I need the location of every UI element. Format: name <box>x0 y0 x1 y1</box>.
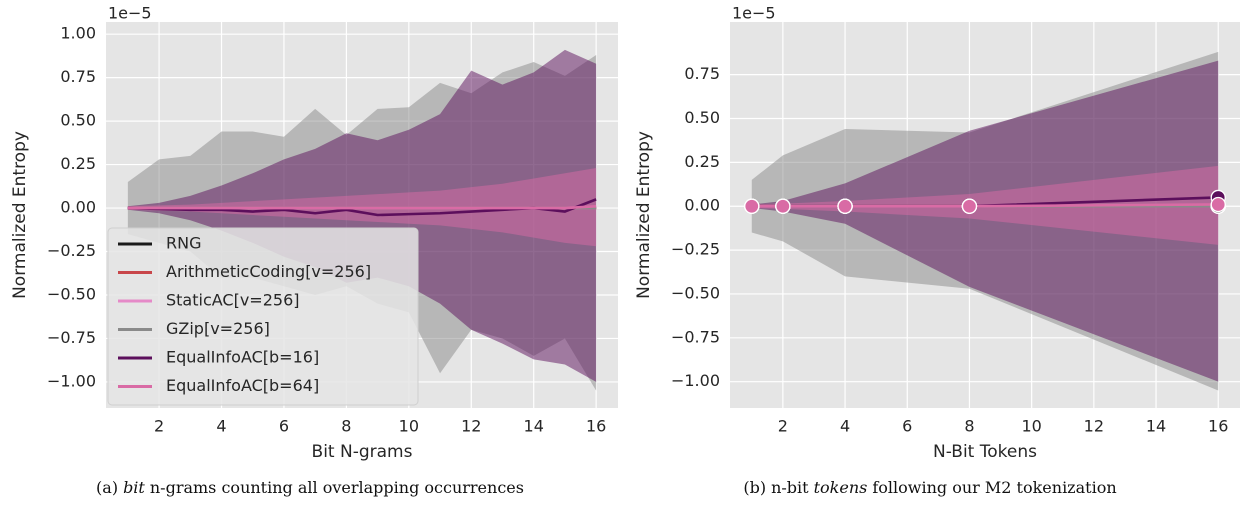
x-tick-label: 8 <box>964 417 974 436</box>
x-tick-label: 6 <box>279 417 289 436</box>
caption-part: bit <box>123 478 145 497</box>
x-tick-label: 16 <box>1208 417 1228 436</box>
series-line <box>127 205 597 210</box>
x-tick-label: 14 <box>524 417 544 436</box>
caption: (b) n-bit tokens following our M2 tokenizat… <box>743 478 1116 497</box>
caption-part: (a) <box>96 478 118 497</box>
caption-part: n-grams counting all overlapping occurre… <box>150 478 524 497</box>
y-tick-label: −0.50 <box>47 284 96 303</box>
caption-part: (b) <box>743 478 766 497</box>
plot-area <box>127 49 597 391</box>
y-tick-label: −0.50 <box>671 283 720 302</box>
plot: 2 4 6 8 10 12 14 16 0.75 0.50 0.25 0.00 −0.25 −0.50 −0… <box>634 4 1240 497</box>
y-axis-label: Normalized Entropy <box>10 131 30 299</box>
y-tick-label: 0.50 <box>60 111 96 130</box>
y-tick-label: −0.25 <box>671 240 720 259</box>
axis-offset: 1e−5 <box>108 4 152 23</box>
caption-part: n-bit <box>771 478 809 497</box>
marker <box>837 198 853 214</box>
x-tick-label: 4 <box>840 417 850 436</box>
x-tick-label: 12 <box>461 417 481 436</box>
x-tick-label: 12 <box>1084 417 1104 436</box>
y-tick-label: 0.00 <box>60 198 96 217</box>
x-tick-label: 10 <box>399 417 419 436</box>
marker <box>744 198 760 214</box>
legend-label: ArithmeticCoding[v=256] <box>166 262 371 281</box>
y-tick-label: 0.25 <box>684 152 720 171</box>
legend-box <box>107 227 419 406</box>
x-axis-label: N-Bit Tokens <box>933 442 1037 462</box>
x-tick-label: 16 <box>586 417 606 436</box>
y-tick-label: −1.00 <box>47 371 96 390</box>
marker <box>1210 196 1226 213</box>
x-tick-label: 10 <box>1021 417 1041 436</box>
y-tick-label: −0.25 <box>47 241 96 260</box>
y-tick-label: 1.00 <box>60 24 96 43</box>
marker <box>775 198 791 214</box>
x-tick-label: 8 <box>341 417 351 436</box>
y-tick-label: 0.50 <box>684 108 720 127</box>
y-tick-label: −0.75 <box>47 328 96 347</box>
y-tick-label: 0.00 <box>684 196 720 215</box>
plot: 2 4 6 8 10 12 14 16 1.00 0.75 0.50 0.25 0.00 −0.25 −0.… <box>10 4 618 497</box>
x-tick-label: 14 <box>1146 417 1166 436</box>
x-tick-label: 6 <box>902 417 912 436</box>
legend: RNG ArithmeticCoding[v=256] StaticAC[v=256… <box>107 227 419 406</box>
y-tick-label: 0.25 <box>60 154 96 173</box>
y-axis-label: Normalized Entropy <box>634 131 654 299</box>
caption-part: tokens <box>814 478 868 497</box>
marker <box>961 198 978 214</box>
legend-label: EqualInfoAC[b=16] <box>166 348 319 367</box>
caption-part: following our M2 tokenization <box>872 478 1116 497</box>
caption: (a) bit n-grams counting all overlapping o… <box>96 478 524 497</box>
y-tick-label: −1.00 <box>671 371 720 390</box>
x-tick-label: 2 <box>778 417 788 436</box>
plot-area <box>744 51 1226 391</box>
legend-label: StaticAC[v=256] <box>166 291 299 310</box>
y-tick-label: −0.75 <box>671 327 720 346</box>
legend-label: EqualInfoAC[b=64] <box>166 376 319 395</box>
x-tick-label: 2 <box>154 417 164 436</box>
legend-label: RNG <box>166 234 201 253</box>
band <box>751 60 1219 382</box>
x-tick-label: 4 <box>216 417 226 436</box>
axis-offset: 1e−5 <box>732 4 776 23</box>
x-axis-label: Bit N-grams <box>312 442 413 462</box>
y-tick-label: 0.75 <box>60 67 96 86</box>
y-tick-label: 0.75 <box>684 64 720 83</box>
legend-label: GZip[v=256] <box>166 319 270 338</box>
